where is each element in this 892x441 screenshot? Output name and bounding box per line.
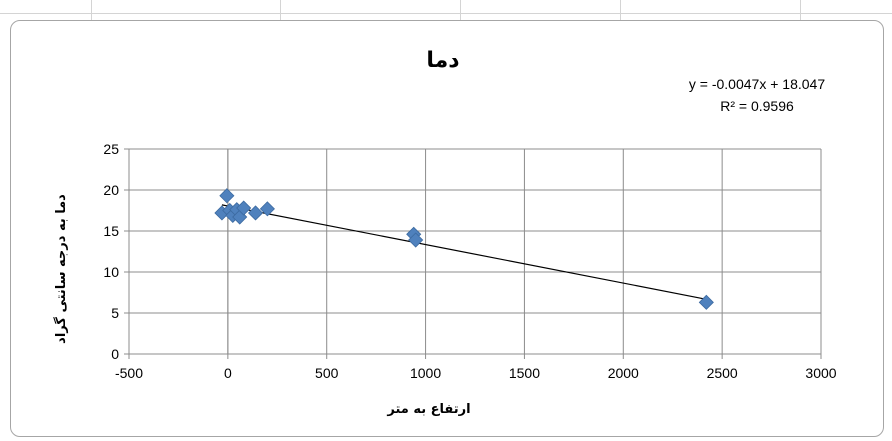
plot-axes bbox=[124, 148, 822, 359]
plot-gridlines bbox=[128, 148, 822, 355]
data-point[interactable] bbox=[219, 188, 235, 204]
x-tick-label: 500 bbox=[315, 365, 339, 381]
y-tick-label: 15 bbox=[103, 223, 119, 239]
chart-object[interactable]: -500 0 500 1000 1500 2000 2500 3000 0 5 10 15 20 25 … bbox=[10, 20, 884, 437]
y-tick-label: 10 bbox=[103, 264, 119, 280]
data-point[interactable] bbox=[259, 201, 275, 217]
x-tick-label: 1000 bbox=[410, 365, 441, 381]
x-axis-title: ارتفاع به متر bbox=[386, 402, 470, 417]
data-point[interactable] bbox=[236, 200, 252, 216]
trendline-layer bbox=[221, 204, 707, 300]
x-tick-label: -500 bbox=[115, 365, 143, 381]
chart-title: دما bbox=[426, 48, 459, 73]
x-tick-label: 0 bbox=[224, 365, 232, 381]
linear-trendline bbox=[221, 204, 707, 300]
data-point[interactable] bbox=[408, 232, 424, 248]
y-tick-label: 20 bbox=[103, 182, 119, 198]
x-tick-label: 2000 bbox=[608, 365, 639, 381]
scatter-chart: -500 0 500 1000 1500 2000 2500 3000 0510152025 … bbox=[53, 48, 837, 417]
trendline-r-squared: R² = 0.9596 bbox=[720, 98, 794, 114]
x-tick-label: 2500 bbox=[707, 365, 738, 381]
x-tick-label: 3000 bbox=[805, 365, 836, 381]
y-tick-label: 5 bbox=[111, 305, 119, 321]
x-tick-label: 1500 bbox=[509, 365, 540, 381]
y-axis-title: دما به درجه سانتی گراد bbox=[53, 194, 69, 344]
data-point[interactable] bbox=[247, 205, 264, 221]
data-points bbox=[214, 188, 714, 310]
y-tick-label: 25 bbox=[103, 141, 119, 157]
y-tick-labels: 0 5 10 15 20 25 bbox=[103, 141, 119, 362]
data-point[interactable] bbox=[698, 294, 714, 310]
x-tick-labels: -500 0 500 1000 1500 2000 2500 3000 bbox=[115, 365, 837, 381]
y-tick-label: 0 bbox=[111, 346, 119, 362]
trendline-equation: y = -0.0047x + 18.047 bbox=[689, 76, 825, 92]
